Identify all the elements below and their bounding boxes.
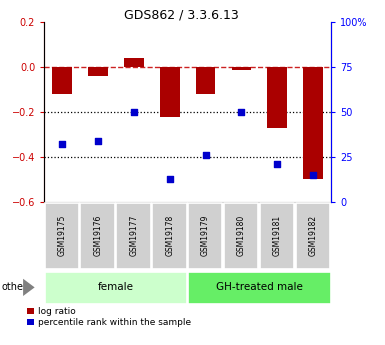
Text: GSM19181: GSM19181 xyxy=(273,214,282,256)
Text: GSM19178: GSM19178 xyxy=(165,214,174,256)
Text: female: female xyxy=(98,283,134,292)
Bar xyxy=(52,67,72,94)
Point xyxy=(59,142,65,147)
Bar xyxy=(268,67,287,128)
Point xyxy=(203,152,209,158)
Bar xyxy=(260,203,294,269)
Bar xyxy=(80,203,115,269)
Text: GSM19176: GSM19176 xyxy=(94,214,102,256)
Bar xyxy=(196,67,216,94)
Text: GDS862 / 3.3.6.13: GDS862 / 3.3.6.13 xyxy=(124,9,238,22)
Point xyxy=(167,176,173,181)
Legend: log ratio, percentile rank within the sample: log ratio, percentile rank within the sa… xyxy=(23,304,194,331)
Point xyxy=(238,109,244,115)
Text: GSM19179: GSM19179 xyxy=(201,214,210,256)
Point xyxy=(274,161,280,167)
Bar xyxy=(45,203,79,269)
Bar xyxy=(296,203,330,269)
Bar xyxy=(232,67,251,69)
Bar xyxy=(152,203,187,269)
Bar xyxy=(188,203,223,269)
Text: GSM19182: GSM19182 xyxy=(309,214,318,256)
Bar xyxy=(116,203,151,269)
Text: GSM19180: GSM19180 xyxy=(237,214,246,256)
Bar xyxy=(45,272,187,304)
Point xyxy=(310,172,316,178)
Text: GSM19175: GSM19175 xyxy=(58,214,67,256)
Bar xyxy=(303,67,323,179)
Text: other: other xyxy=(2,283,28,292)
Bar xyxy=(88,67,108,76)
Bar xyxy=(124,58,144,67)
Bar xyxy=(224,203,258,269)
Text: GH-treated male: GH-treated male xyxy=(216,283,303,292)
Point xyxy=(95,138,101,144)
Bar xyxy=(160,67,180,117)
Text: GSM19177: GSM19177 xyxy=(129,214,139,256)
Point xyxy=(131,109,137,115)
Bar xyxy=(188,272,331,304)
